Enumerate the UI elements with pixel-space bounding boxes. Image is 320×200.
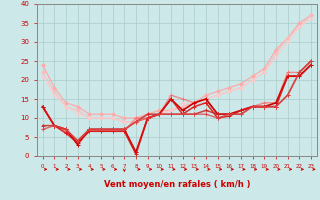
X-axis label: Vent moyen/en rafales ( km/h ): Vent moyen/en rafales ( km/h ) [104, 180, 250, 189]
